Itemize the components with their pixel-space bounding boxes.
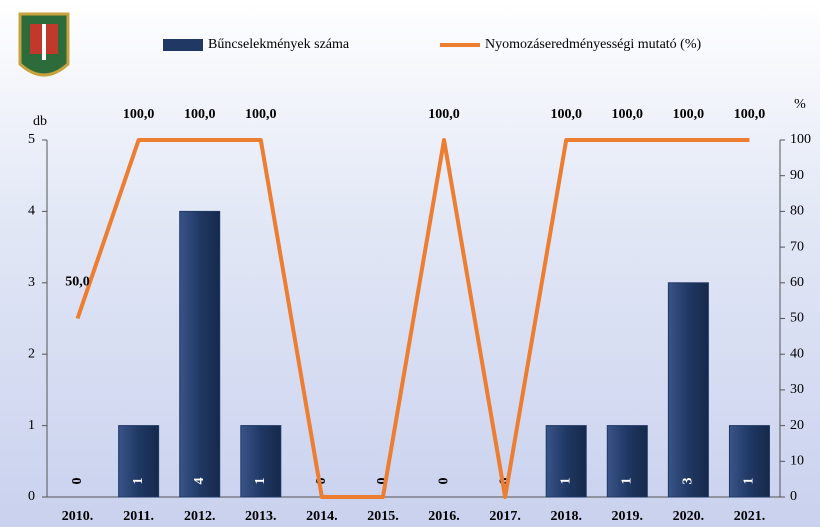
x-tick-label: 2021. [734, 509, 766, 524]
bar [180, 211, 220, 497]
y2-tick-label: 90 [790, 168, 804, 183]
bar-value-label: 1 [742, 478, 757, 485]
bar-value-label: 1 [558, 478, 573, 485]
x-tick-label: 2016. [428, 509, 460, 524]
y2-tick-label: 80 [790, 204, 804, 219]
bar [241, 426, 281, 497]
line-value-label: 100,0 [123, 107, 155, 122]
legend-label: Bűncselekmények száma [208, 37, 350, 52]
bar-value-label: 3 [681, 478, 696, 485]
x-tick-label: 2015. [367, 509, 399, 524]
y2-tick-label: 40 [790, 346, 804, 361]
bar-value-label: 1 [620, 478, 635, 485]
y-tick-label: 5 [28, 132, 35, 147]
x-tick-label: 2012. [184, 509, 216, 524]
x-tick-label: 2013. [245, 509, 277, 524]
bar-value-label: 0 [436, 478, 451, 485]
line-value-label: 50,0 [65, 275, 90, 290]
line-value-label: 100,0 [673, 107, 705, 122]
line-value-label: 100,0 [245, 107, 277, 122]
y2-tick-label: 100 [790, 132, 811, 147]
line-value-label: 100,0 [428, 107, 460, 122]
bar-value-label: 4 [192, 478, 207, 485]
line-value-label: 100,0 [184, 107, 216, 122]
legend-label: Nyomozáseredményességi mutató (%) [485, 37, 701, 52]
bar [729, 426, 769, 497]
bar [119, 426, 159, 497]
bar [607, 426, 647, 497]
y-tick-label: 3 [28, 275, 35, 290]
x-tick-label: 2019. [612, 509, 644, 524]
y2-tick-label: 0 [790, 489, 797, 504]
x-tick-label: 2017. [489, 509, 521, 524]
bar-value-label: 1 [131, 478, 146, 485]
bar-value-label: 0 [314, 478, 329, 485]
x-tick-label: 2014. [306, 509, 338, 524]
y2-tick-label: 60 [790, 275, 804, 290]
logo [20, 14, 68, 75]
y-tick-label: 1 [28, 418, 35, 433]
bar [668, 283, 708, 497]
bar-value-label: 0 [70, 478, 85, 485]
y-tick-label: 4 [28, 204, 35, 219]
x-tick-label: 2010. [62, 509, 94, 524]
line-value-label: 100,0 [612, 107, 644, 122]
y2-tick-label: 30 [790, 382, 804, 397]
y2-tick-label: 50 [790, 311, 804, 326]
y-tick-label: 0 [28, 489, 35, 504]
y2-tick-label: 10 [790, 454, 804, 469]
chart: db % 01234501020304050607080901002010.20… [0, 0, 820, 527]
x-tick-label: 2011. [123, 509, 154, 524]
y2-tick-label: 20 [790, 418, 804, 433]
bar [546, 426, 586, 497]
x-tick-label: 2020. [673, 509, 705, 524]
line-value-label: 100,0 [550, 107, 582, 122]
x-tick-label: 2018. [550, 509, 582, 524]
legend-swatch [163, 39, 203, 51]
bar-value-label: 1 [253, 478, 268, 485]
y-axis-title: db [33, 114, 47, 129]
y-tick-label: 2 [28, 346, 35, 361]
y2-tick-label: 70 [790, 239, 804, 254]
y2-axis-title: % [794, 97, 806, 112]
line-value-label: 100,0 [734, 107, 766, 122]
